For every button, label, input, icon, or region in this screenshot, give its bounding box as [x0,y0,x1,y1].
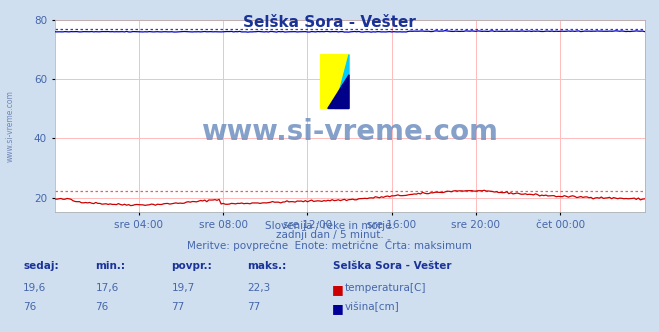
Text: temperatura[C]: temperatura[C] [345,283,426,293]
Text: Selška Sora - Vešter: Selška Sora - Vešter [333,261,451,271]
Text: 76: 76 [23,302,36,312]
Polygon shape [328,75,349,109]
Text: maks.:: maks.: [247,261,287,271]
Text: 17,6: 17,6 [96,283,119,293]
Polygon shape [321,54,349,109]
Text: 22,3: 22,3 [247,283,270,293]
Text: ■: ■ [331,283,343,296]
Text: Selška Sora - Vešter: Selška Sora - Vešter [243,15,416,30]
Text: povpr.:: povpr.: [171,261,212,271]
Polygon shape [335,54,349,109]
Text: 77: 77 [171,302,185,312]
Text: višina[cm]: višina[cm] [345,302,399,312]
Text: ■: ■ [331,302,343,315]
Text: 19,7: 19,7 [171,283,194,293]
Text: Meritve: povprečne  Enote: metrične  Črta: maksimum: Meritve: povprečne Enote: metrične Črta:… [187,239,472,251]
Text: min.:: min.: [96,261,126,271]
Text: sedaj:: sedaj: [23,261,59,271]
Text: 76: 76 [96,302,109,312]
Text: www.si-vreme.com: www.si-vreme.com [5,90,14,162]
Text: Slovenija / reke in morje.: Slovenija / reke in morje. [264,221,395,231]
Text: 19,6: 19,6 [23,283,46,293]
Text: 77: 77 [247,302,260,312]
Text: www.si-vreme.com: www.si-vreme.com [201,118,498,146]
Text: zadnji dan / 5 minut.: zadnji dan / 5 minut. [275,230,384,240]
